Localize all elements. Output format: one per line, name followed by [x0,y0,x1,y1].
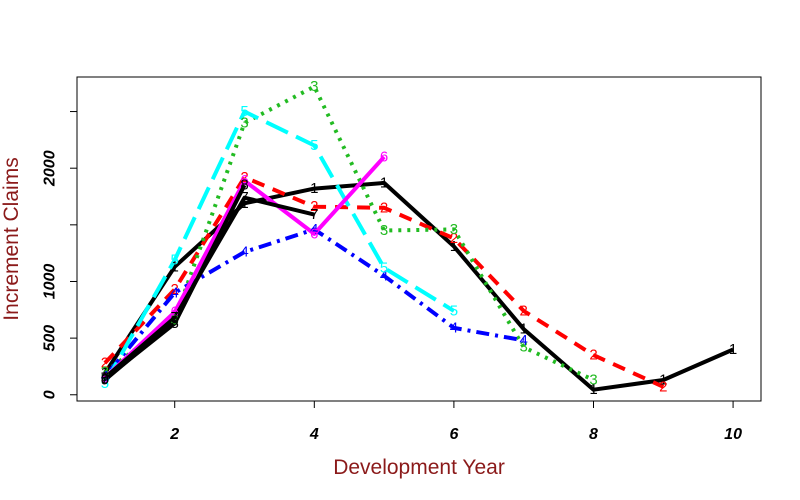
point-label-series-2: 2 [659,378,667,395]
point-label-series-7: 7 [171,309,179,326]
point-label-series-6: 6 [310,225,318,242]
series-layer [103,84,734,392]
point-label-series-7: 7 [101,369,109,386]
series-line-4 [103,227,525,378]
point-label-series-9: 9 [171,313,179,330]
series-line-6 [103,155,386,380]
point-label-series-2: 2 [450,230,458,247]
point-label-series-1: 1 [101,365,109,382]
series-line-7 [103,195,315,380]
point-label-series-4: 4 [310,221,318,238]
point-label-series-4: 4 [240,244,248,261]
point-label-series-2: 2 [171,281,179,298]
point-label-series-3: 3 [101,364,109,381]
point-label-series-5: 5 [310,137,318,154]
point-label-series-3: 3 [589,372,597,389]
point-label-series-2: 2 [380,199,388,216]
series-line-9 [103,319,176,382]
series-line-2 [103,175,665,389]
x-tick-label: 6 [449,426,458,443]
point-label-series-8: 8 [171,315,179,332]
point-label-series-1: 1 [659,372,667,389]
point-label-series-4: 4 [171,284,179,301]
series-line-1 [103,180,734,392]
point-label-series-5: 5 [171,251,179,268]
point-label-series-4: 4 [380,267,388,284]
point-label-series-3: 3 [240,114,248,131]
point-label-series-1: 1 [380,174,388,191]
x-tick-label: 8 [589,426,598,443]
point-label-series-2: 2 [520,302,528,319]
point-label-series-1: 1 [589,381,597,398]
y-tick-label: 500 [42,325,59,352]
point-label-series-1: 1 [310,180,318,197]
point-label-series-1: 1 [520,321,528,338]
x-tick-label: 10 [724,426,742,443]
point-label-series-5: 5 [450,302,458,319]
point-label-series-1: 1 [240,195,248,212]
series-line-5 [103,109,455,385]
point-label-series-5: 5 [101,375,109,392]
point-label-series-3: 3 [520,339,528,356]
x-axis-title: Development Year [333,456,505,479]
point-label-series-4: 4 [450,319,458,336]
x-tick-label: 4 [309,426,319,443]
point-label-series-3: 3 [450,221,458,238]
point-label-series-2: 2 [310,198,318,215]
point-label-series-9: 9 [101,372,109,389]
x-tick-label: 2 [169,426,179,443]
point-label-series-7: 7 [310,206,318,223]
point-label-series-5: 5 [240,103,248,120]
point-label-series-3: 3 [380,222,388,239]
y-tick-label: 1000 [42,264,59,300]
point-label-series-5: 5 [380,259,388,276]
point-label-series-1: 1 [450,238,458,255]
y-tick-label: 0 [42,390,59,399]
point-label-series-6: 6 [101,369,109,386]
point-label-series-3: 3 [310,78,318,95]
point-label-series-1: 1 [171,258,179,275]
point-label-series-6: 6 [380,148,388,165]
point-label-series-1: 1 [729,341,737,358]
point-label-series-8: 8 [101,370,109,387]
point-label-series-2: 2 [240,169,248,186]
point-label-series-7: 7 [240,189,248,206]
point-label-series-3: 3 [171,312,179,329]
point-label-series-8: 8 [240,177,248,194]
point-label-series-4: 4 [520,332,528,349]
point-label-series-2: 2 [589,347,597,364]
point-label-series-2: 2 [101,355,109,372]
point-label-series-4: 4 [101,368,109,385]
point-label-series-6: 6 [171,304,179,321]
point-label-series-6: 6 [240,172,248,189]
y-axis-title: Increment Claims [0,157,23,320]
plot-frame [76,76,762,402]
y-tick-label: 2000 [42,150,59,187]
